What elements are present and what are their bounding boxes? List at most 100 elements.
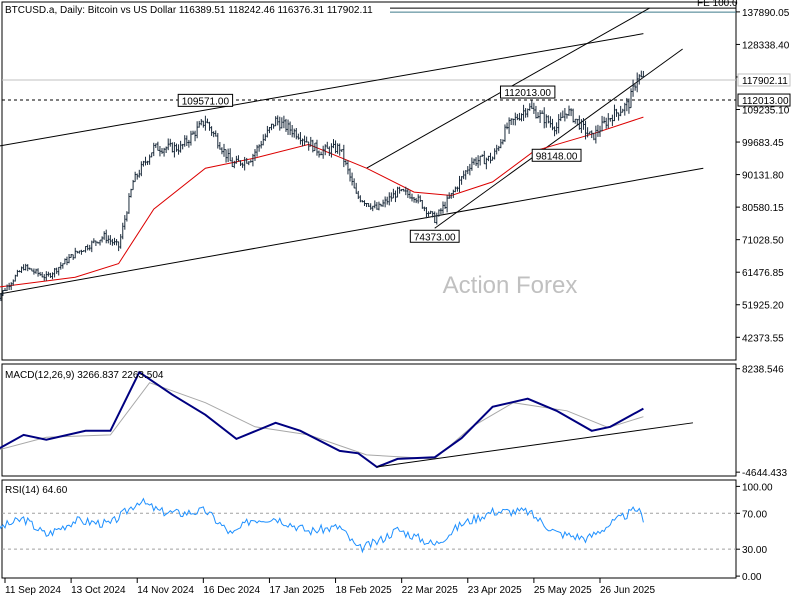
- candle: [14, 274, 17, 282]
- candle: [156, 141, 159, 151]
- candle: [30, 268, 33, 272]
- rsi-panel: RSI(14) 64.60 100.00 70.00 30.00 0.00: [0, 479, 773, 583]
- candle: [592, 132, 595, 141]
- candle: [68, 254, 71, 264]
- candle: [599, 125, 601, 137]
- candle: [545, 114, 548, 128]
- candle: [204, 115, 207, 131]
- candle: [456, 186, 459, 192]
- candle: [396, 186, 399, 198]
- candle: [179, 140, 182, 153]
- candle: [260, 140, 263, 149]
- moving-average-line: [0, 116, 644, 288]
- candle: [576, 118, 579, 126]
- candle: [613, 104, 616, 122]
- candle: [150, 152, 153, 158]
- candle: [245, 157, 248, 164]
- candle: [148, 154, 151, 165]
- candle: [251, 153, 254, 167]
- candle: [400, 189, 403, 192]
- candle: [390, 192, 393, 202]
- candle: [607, 113, 610, 129]
- level-tag: 112013.00: [737, 93, 791, 107]
- price-axis-label: 80580.15: [742, 203, 784, 214]
- candle: [640, 70, 643, 78]
- candle: [163, 147, 166, 157]
- candle: [295, 127, 298, 140]
- candle: [609, 117, 612, 122]
- candle: [28, 267, 31, 270]
- candle: [450, 192, 453, 199]
- candle: [518, 112, 521, 121]
- price-axis-label: 137890.05: [742, 8, 790, 19]
- candle: [10, 282, 13, 290]
- candle: [169, 138, 172, 147]
- candle: [429, 210, 432, 214]
- candle: [55, 267, 58, 274]
- candle: [194, 130, 197, 142]
- candle: [82, 250, 85, 252]
- candle: [322, 145, 325, 159]
- candle: [173, 142, 176, 158]
- candle: [462, 170, 465, 180]
- candle: [293, 128, 296, 138]
- candle: [361, 200, 364, 203]
- time-axis-label: 22 Mar 2025: [402, 585, 459, 596]
- candle: [444, 201, 447, 209]
- candle: [586, 127, 589, 138]
- candle: [274, 116, 277, 127]
- candle: [454, 186, 457, 193]
- candle: [287, 119, 290, 135]
- candle: [84, 245, 87, 253]
- candle: [601, 115, 604, 132]
- candle: [78, 250, 81, 254]
- candle: [24, 263, 27, 271]
- candle: [105, 229, 108, 244]
- candle: [299, 132, 302, 145]
- candle: [402, 188, 405, 192]
- candle: [532, 102, 535, 114]
- macd-panel-frame: [1, 363, 737, 477]
- candle: [177, 144, 180, 155]
- candle: [165, 146, 168, 154]
- candle: [307, 141, 310, 151]
- candle: [152, 142, 155, 157]
- candle: [47, 271, 50, 277]
- candle: [503, 124, 506, 142]
- candle: [330, 143, 333, 158]
- candle: [472, 158, 475, 165]
- candle: [18, 270, 21, 273]
- candle: [6, 284, 9, 291]
- time-axis: 11 Sep 2024 13 Oct 2024 14 Nov 2024 16 Dec …: [4, 578, 655, 596]
- rsi-line: [0, 497, 644, 554]
- price-title: BTCUSD.a, Daily: Bitcoin vs US Dollar 11…: [5, 5, 373, 16]
- candle: [514, 112, 517, 126]
- candle: [282, 115, 285, 129]
- candle: [528, 103, 531, 111]
- candle: [231, 157, 234, 168]
- candle: [276, 115, 279, 126]
- candle: [359, 195, 362, 203]
- candle: [39, 271, 42, 276]
- candle: [51, 272, 54, 280]
- candle: [183, 135, 186, 147]
- candle: [320, 151, 323, 156]
- candle: [22, 264, 25, 271]
- candle: [315, 139, 318, 156]
- candle: [557, 114, 560, 134]
- candle: [241, 162, 244, 168]
- candle: [1, 290, 4, 296]
- candle: [49, 272, 52, 278]
- candle: [297, 133, 300, 140]
- candle: [555, 122, 558, 135]
- candle: [16, 269, 19, 277]
- candle: [57, 266, 60, 276]
- rsi-axis-label: 100.00: [742, 482, 773, 493]
- candle: [132, 179, 135, 191]
- candle: [404, 186, 407, 196]
- candle: [491, 156, 494, 161]
- candle: [340, 149, 343, 152]
- candle: [570, 108, 573, 117]
- price-annotation-box: [177, 93, 234, 107]
